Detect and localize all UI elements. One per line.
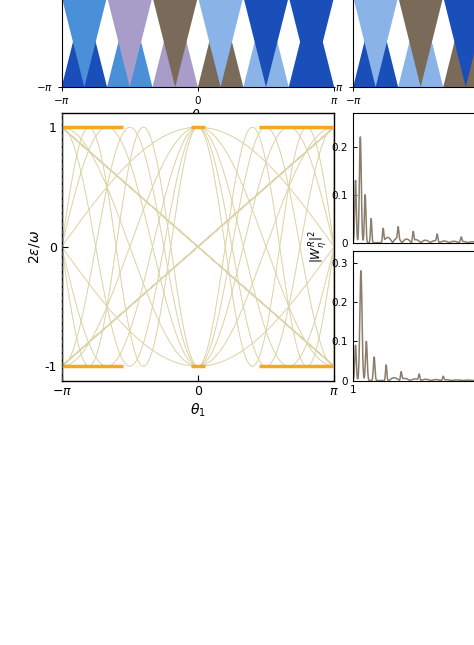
- Polygon shape: [153, 0, 198, 87]
- Y-axis label: $2\epsilon/\omega$: $2\epsilon/\omega$: [27, 230, 42, 264]
- Polygon shape: [62, 0, 107, 87]
- Polygon shape: [243, 0, 289, 87]
- Polygon shape: [289, 0, 334, 87]
- Polygon shape: [62, 0, 107, 87]
- Polygon shape: [153, 0, 198, 87]
- Polygon shape: [198, 0, 243, 87]
- Polygon shape: [243, 0, 289, 87]
- Polygon shape: [289, 0, 334, 87]
- Polygon shape: [398, 0, 443, 87]
- Polygon shape: [107, 0, 153, 87]
- X-axis label: $\theta_1$: $\theta_1$: [190, 401, 206, 419]
- Polygon shape: [353, 0, 398, 87]
- Polygon shape: [443, 0, 474, 87]
- X-axis label: $\theta_1$: $\theta_1$: [191, 108, 205, 124]
- Polygon shape: [398, 0, 443, 87]
- Polygon shape: [353, 0, 398, 87]
- Polygon shape: [443, 0, 474, 87]
- Text: $|W^R_\eta|^2$: $|W^R_\eta|^2$: [307, 230, 328, 263]
- Polygon shape: [198, 0, 243, 87]
- Polygon shape: [107, 0, 153, 87]
